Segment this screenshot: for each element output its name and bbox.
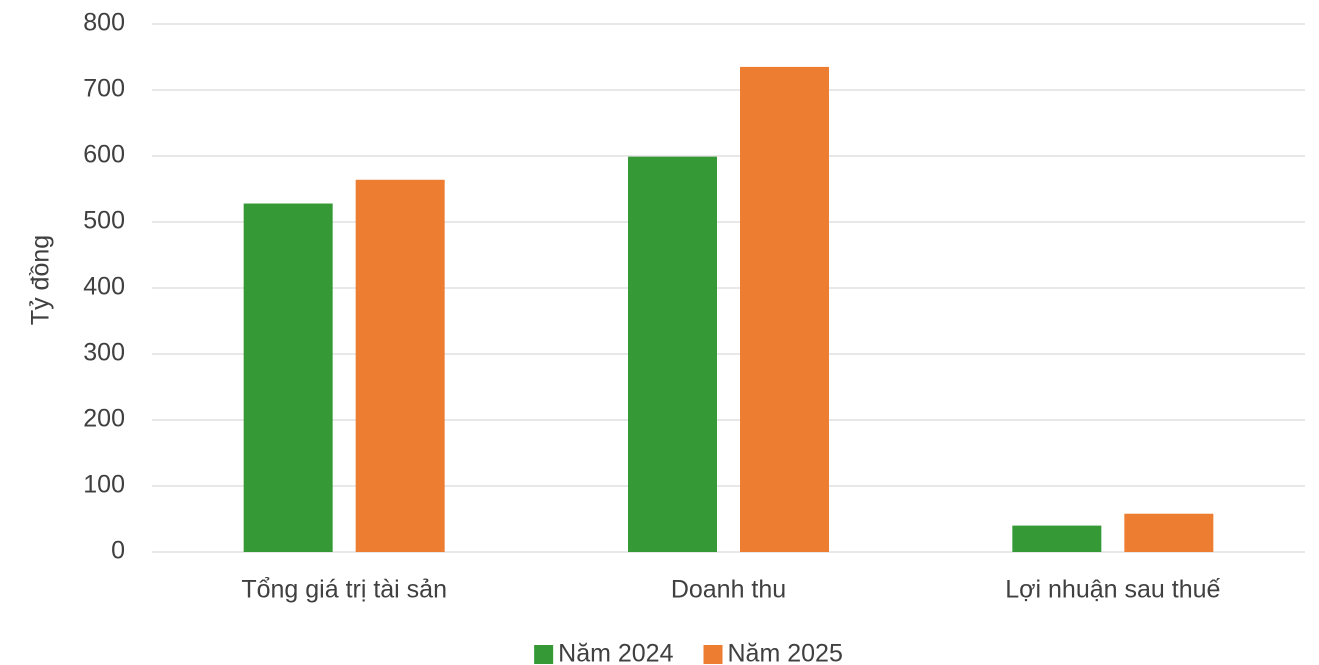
bar (1012, 525, 1102, 552)
bar (1124, 513, 1214, 552)
x-tick-label: Tổng giá trị tài sản (241, 576, 447, 604)
y-axis-label: Tỷ đồng (27, 235, 55, 325)
bar (355, 179, 445, 552)
legend-swatch (703, 645, 723, 664)
bar (740, 66, 829, 553)
y-tick-label: 300 (83, 339, 125, 367)
bar (628, 156, 717, 552)
y-tick-label: 800 (83, 9, 125, 37)
y-tick-label: 100 (83, 471, 125, 499)
y-tick-label: 400 (83, 273, 125, 301)
y-tick-label: 500 (83, 207, 125, 235)
legend-label: Năm 2025 (728, 640, 843, 665)
x-tick-label: Lợi nhuận sau thuế (1005, 576, 1220, 604)
y-tick-label: 200 (83, 405, 125, 433)
x-tick-label: Doanh thu (671, 576, 786, 604)
legend-label: Năm 2024 (558, 640, 673, 665)
y-tick-label: 700 (83, 75, 125, 103)
y-tick-label: 600 (83, 141, 125, 169)
legend-swatch (534, 645, 554, 664)
y-tick-label: 0 (111, 537, 125, 565)
bar (243, 203, 333, 552)
